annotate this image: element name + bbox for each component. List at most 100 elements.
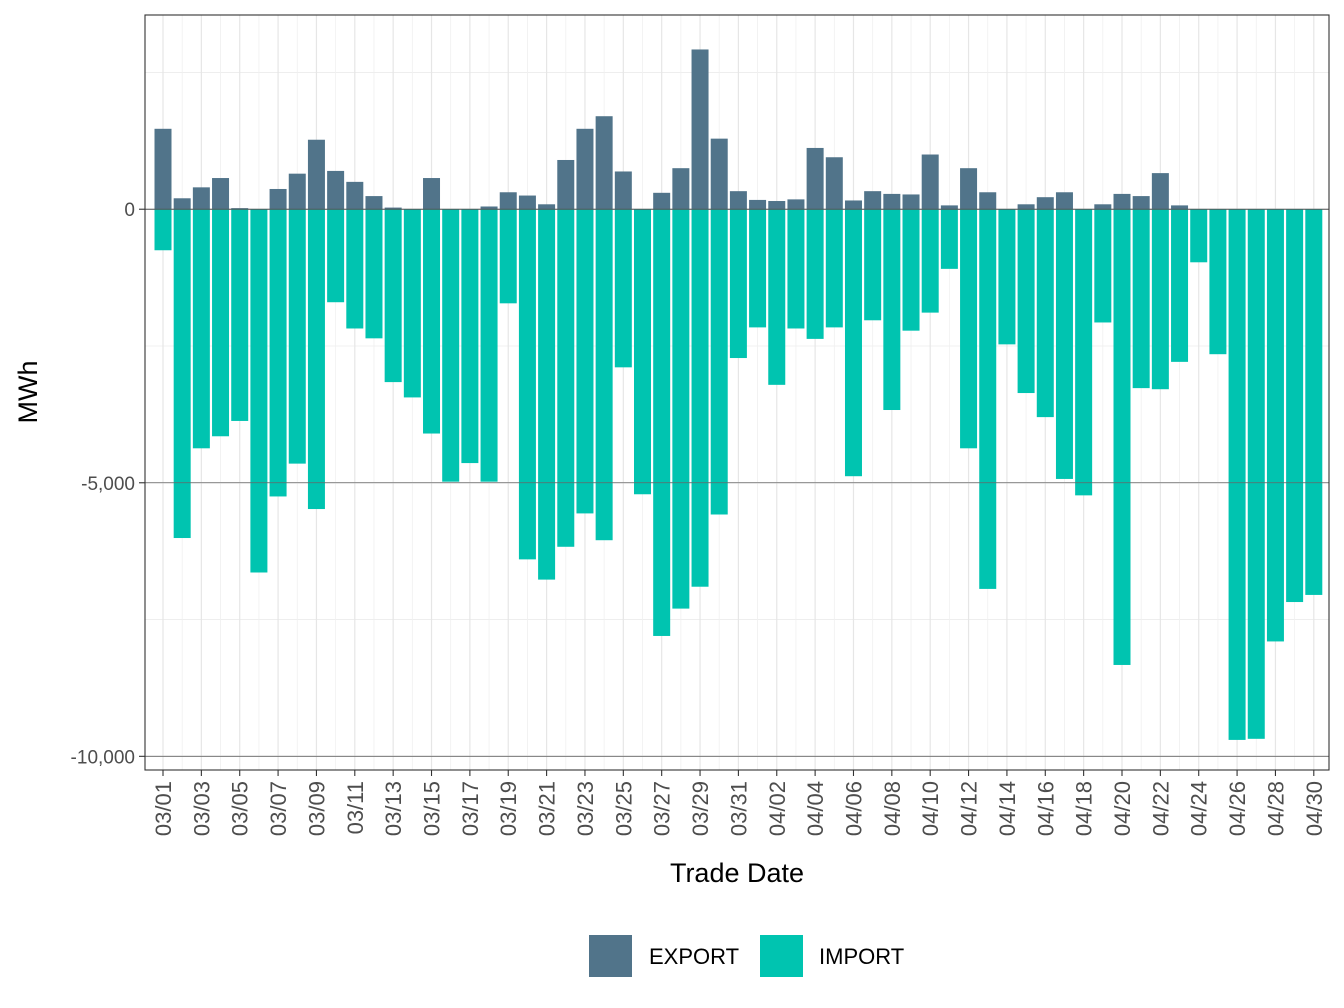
bar-import-03-17 [461, 209, 479, 464]
bar-import-03-05 [231, 209, 249, 421]
bar-import-03-27 [653, 209, 671, 636]
bar-import-03-28 [672, 209, 690, 609]
bar-export-03-25 [614, 171, 632, 210]
legend: EXPORT IMPORT [589, 935, 904, 977]
bar-export-03-23 [576, 128, 594, 210]
bar-import-04-20 [1113, 209, 1131, 665]
bar-import-03-26 [634, 209, 651, 495]
bar-export-03-09 [307, 139, 325, 210]
bar-import-03-23 [576, 209, 594, 514]
bar-export-04-11 [940, 205, 958, 210]
bar-import-03-01 [154, 209, 172, 251]
bar-export-04-12 [960, 168, 978, 210]
bar-import-03-25 [614, 209, 632, 368]
x-tick-label: 04/14 [995, 781, 1020, 836]
bar-import-04-29 [1286, 209, 1304, 603]
bar-import-03-04 [212, 209, 230, 437]
bar-import-03-18 [480, 209, 498, 482]
x-tick-label: 04/28 [1263, 781, 1288, 836]
bar-import-03-31 [729, 209, 747, 359]
bar-import-04-18 [1075, 209, 1093, 496]
bar-export-03-27 [653, 192, 671, 210]
bar-import-04-10 [921, 209, 939, 313]
x-tick-label: 03/19 [496, 781, 521, 836]
x-tick-label: 03/05 [228, 781, 253, 836]
bar-export-03-24 [595, 116, 613, 210]
bar-export-03-20 [518, 195, 536, 210]
x-tick-label: 04/26 [1225, 781, 1250, 836]
x-tick-label: 04/12 [957, 781, 982, 836]
bar-import-03-20 [518, 209, 536, 560]
bar-export-03-03 [192, 187, 210, 210]
bar-import-04-24 [1190, 209, 1208, 263]
bar-export-03-13 [384, 207, 402, 210]
x-tick-label: 03/23 [573, 781, 598, 836]
bar-export-03-21 [538, 204, 556, 210]
x-tick-label: 03/03 [189, 781, 214, 836]
bar-import-04-30 [1305, 209, 1323, 595]
bar-export-03-28 [672, 168, 690, 210]
bar-import-04-16 [1036, 209, 1054, 418]
y-tick-label: -5,000 [81, 474, 135, 495]
bar-import-04-19 [1094, 209, 1112, 323]
bar-export-04-17 [1055, 192, 1073, 210]
bar-import-04-17 [1055, 209, 1073, 479]
bar-import-03-22 [557, 209, 575, 547]
legend-label-import: IMPORT [819, 944, 904, 969]
bar-import-04-07 [864, 209, 882, 321]
bar-import-03-06 [250, 209, 268, 573]
bar-export-03-02 [173, 198, 191, 210]
bar-import-04-09 [902, 209, 920, 331]
bar-export-04-01 [749, 199, 767, 210]
x-tick-label: 03/11 [343, 781, 368, 834]
bar-import-04-15 [1017, 209, 1035, 394]
x-tick-label: 03/01 [151, 781, 176, 836]
x-tick-label: 04/24 [1187, 781, 1212, 836]
bar-import-04-28 [1266, 209, 1284, 642]
bar-import-04-21 [1132, 209, 1150, 389]
x-tick-label: 03/15 [420, 781, 445, 836]
bar-export-04-16 [1036, 197, 1054, 210]
bar-import-04-01 [749, 209, 767, 328]
bar-import-03-16 [442, 209, 460, 482]
bar-export-04-15 [1017, 204, 1035, 210]
bar-import-03-30 [710, 209, 728, 515]
bar-export-04-10 [921, 154, 939, 210]
bar-import-04-25 [1209, 209, 1227, 355]
bar-export-04-02 [768, 201, 786, 210]
y-axis-title: MWh [13, 361, 43, 424]
x-tick-label: 03/07 [266, 781, 291, 836]
bar-import-04-26 [1228, 209, 1246, 740]
bar-export-03-08 [288, 173, 306, 210]
bar-import-04-23 [1171, 209, 1189, 362]
bar-export-03-18 [480, 206, 498, 210]
bar-export-04-23 [1171, 205, 1189, 210]
bar-import-03-12 [365, 209, 383, 339]
bar-import-03-09 [307, 209, 325, 510]
x-tick-label: 04/30 [1302, 781, 1327, 836]
bar-import-03-02 [173, 209, 191, 539]
x-tick-label: 03/21 [535, 781, 560, 836]
y-axis: 0 -5,000 -10,000 [71, 200, 145, 768]
bar-export-03-30 [710, 138, 728, 210]
bar-export-04-09 [902, 194, 920, 210]
plot-panel-border [144, 14, 1330, 771]
bar-export-04-07 [864, 191, 882, 210]
x-tick-label: 03/31 [726, 781, 751, 836]
x-tick-label: 04/16 [1033, 781, 1058, 836]
bar-export-03-12 [365, 196, 383, 210]
bar-export-03-07 [269, 188, 287, 210]
x-tick-label: 03/25 [611, 781, 636, 836]
y-tick-label: 0 [124, 200, 135, 221]
bar-import-04-03 [787, 209, 805, 329]
bar-import-04-08 [883, 209, 901, 411]
legend-label-export: EXPORT [649, 944, 739, 969]
bar-export-03-10 [327, 170, 345, 210]
bar-import-04-04 [806, 209, 824, 339]
bar-export-03-31 [729, 191, 747, 210]
bar-export-04-20 [1113, 193, 1131, 210]
x-tick-label: 04/20 [1110, 781, 1135, 836]
legend-key-export [589, 935, 632, 977]
x-tick-label: 04/22 [1148, 781, 1173, 836]
